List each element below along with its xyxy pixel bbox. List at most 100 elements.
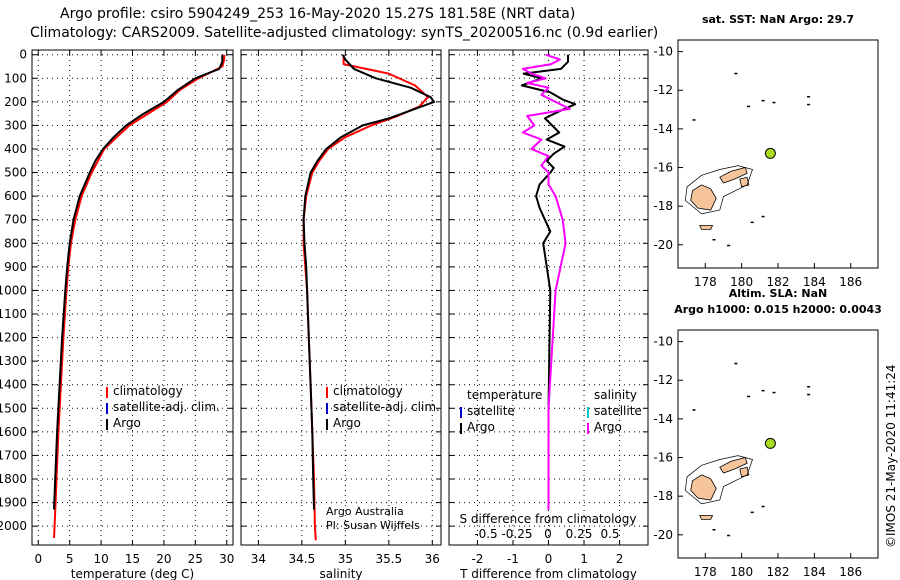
xtick-label-temperature: 30 bbox=[219, 552, 234, 566]
map-ytick-label: -18 bbox=[653, 199, 673, 213]
xtick-label-temperature: 10 bbox=[93, 552, 108, 566]
argo-float-marker bbox=[764, 147, 776, 159]
ytick-label: 300 bbox=[4, 118, 27, 132]
series-line-salinity-0 bbox=[302, 54, 429, 541]
ytick-label: 1700 bbox=[0, 448, 27, 462]
islet-mark bbox=[712, 529, 716, 531]
xtick-label-difference: -1 bbox=[507, 552, 519, 566]
islet-mark bbox=[750, 221, 754, 224]
legend-label-difference: satellite bbox=[467, 404, 515, 418]
map-ytick-label: -16 bbox=[653, 161, 673, 175]
islet-mark bbox=[734, 72, 738, 75]
island-shape bbox=[739, 176, 750, 188]
islet-mark bbox=[807, 386, 811, 388]
legend-label-temperature: satellite-adj. clim. bbox=[113, 400, 220, 414]
xtick-label-salinity: 35.5 bbox=[375, 552, 402, 566]
map-xtick-label: 184 bbox=[803, 275, 826, 289]
map-xtick-label: 186 bbox=[839, 565, 862, 579]
ytick-label: 900 bbox=[4, 260, 27, 274]
legend-header-temperature: temperature bbox=[467, 388, 542, 402]
island-shape bbox=[690, 184, 717, 211]
map-xtick-label: 178 bbox=[694, 275, 717, 289]
xtick-label-difference: -2 bbox=[471, 552, 483, 566]
ytick-label: 1400 bbox=[0, 378, 27, 392]
series-line-salinity-1 bbox=[302, 54, 435, 510]
xtick-label-difference: 2 bbox=[616, 552, 624, 566]
map-ytick-label: -16 bbox=[653, 451, 673, 465]
ytick-label: 500 bbox=[4, 166, 27, 180]
reef-outline bbox=[684, 455, 753, 505]
xtick-label-salinity: 34 bbox=[251, 552, 266, 566]
ytick-label: 1200 bbox=[0, 331, 27, 345]
map-xtick-label: 182 bbox=[767, 275, 790, 289]
xtick-label-temperature: 25 bbox=[188, 552, 203, 566]
top-axis-tick: -0.25 bbox=[501, 527, 532, 541]
islet-mark bbox=[692, 119, 696, 121]
island-shape bbox=[699, 515, 714, 520]
ytick-label: 600 bbox=[4, 189, 27, 203]
ytick-label: 800 bbox=[4, 236, 27, 250]
ytick-label: 1900 bbox=[0, 496, 27, 510]
island-shape bbox=[690, 474, 717, 501]
legend-label-salinity: satellite-adj. clim. bbox=[333, 400, 440, 414]
top-axis-tick: 0 bbox=[544, 527, 552, 541]
argo-float-marker bbox=[764, 437, 776, 449]
series-line-temperature-1 bbox=[53, 54, 224, 510]
panel-frame-salinity bbox=[240, 49, 442, 546]
map-xtick-label: 178 bbox=[694, 565, 717, 579]
xaxis-label-salinity: salinity bbox=[319, 567, 362, 580]
islet-mark bbox=[727, 534, 731, 537]
figure-title-line2: Climatology: CARS2009. Satellite-adjuste… bbox=[30, 25, 659, 41]
xtick-label-difference: 0 bbox=[545, 552, 553, 566]
ytick-label: 700 bbox=[4, 213, 27, 227]
legend-label-salinity: climatology bbox=[333, 384, 403, 398]
map-frame-map_sst bbox=[677, 39, 879, 269]
map-xtick-label: 180 bbox=[730, 275, 753, 289]
ytick-label: 100 bbox=[4, 71, 27, 85]
map-xtick-label: 180 bbox=[730, 565, 753, 579]
xaxis-label-temperature: temperature (deg C) bbox=[71, 567, 194, 580]
series-line-difference-1 bbox=[521, 53, 571, 510]
legend-label-temperature: climatology bbox=[113, 384, 183, 398]
xtick-label-temperature: 20 bbox=[156, 552, 171, 566]
island-shape bbox=[719, 167, 748, 184]
islet-mark bbox=[692, 409, 696, 411]
legend-label-temperature: Argo bbox=[113, 416, 141, 430]
islet-mark bbox=[761, 389, 765, 392]
ytick-label: 400 bbox=[4, 142, 27, 156]
map-ytick-label: -20 bbox=[653, 238, 673, 252]
xtick-label-salinity: 36 bbox=[425, 552, 440, 566]
map-ytick-label: -10 bbox=[653, 335, 673, 349]
islet-mark bbox=[807, 96, 811, 98]
islet-mark bbox=[807, 103, 811, 106]
island-shape bbox=[739, 466, 750, 478]
map-xtick-label: 182 bbox=[767, 565, 790, 579]
xtick-label-salinity: 35 bbox=[338, 552, 353, 566]
map-title-map_sst: sat. SST: NaN Argo: 29.7 bbox=[702, 13, 854, 26]
islet-mark bbox=[761, 505, 765, 508]
islet-mark bbox=[761, 99, 765, 102]
top-axis-tick: 0.25 bbox=[566, 527, 593, 541]
islet-mark bbox=[734, 362, 738, 365]
top-axis-tick: 0.5 bbox=[600, 527, 619, 541]
islet-mark bbox=[712, 239, 716, 241]
series-line-temperature-0 bbox=[53, 54, 226, 538]
island-shape bbox=[699, 225, 714, 230]
xtick-label-temperature: 5 bbox=[66, 552, 74, 566]
map-ytick-label: -14 bbox=[653, 412, 673, 426]
annotation-text: PI: Susan Wijffels bbox=[326, 519, 420, 532]
reef-outline bbox=[684, 165, 753, 215]
islet-mark bbox=[750, 511, 754, 514]
islet-mark bbox=[761, 215, 765, 218]
islet-mark bbox=[807, 393, 811, 396]
map-subtitle-map_sla: Argo h1000: 0.015 h2000: 0.0043 bbox=[674, 303, 882, 316]
island-shape bbox=[719, 457, 748, 474]
ytick-label: 1800 bbox=[0, 472, 27, 486]
map-frame-map_sla bbox=[677, 329, 879, 559]
map-xtick-label: 184 bbox=[803, 565, 826, 579]
ytick-label: 1600 bbox=[0, 425, 27, 439]
map-ytick-label: -14 bbox=[653, 122, 673, 136]
ytick-label: 1100 bbox=[0, 307, 27, 321]
islet-mark bbox=[747, 105, 751, 108]
